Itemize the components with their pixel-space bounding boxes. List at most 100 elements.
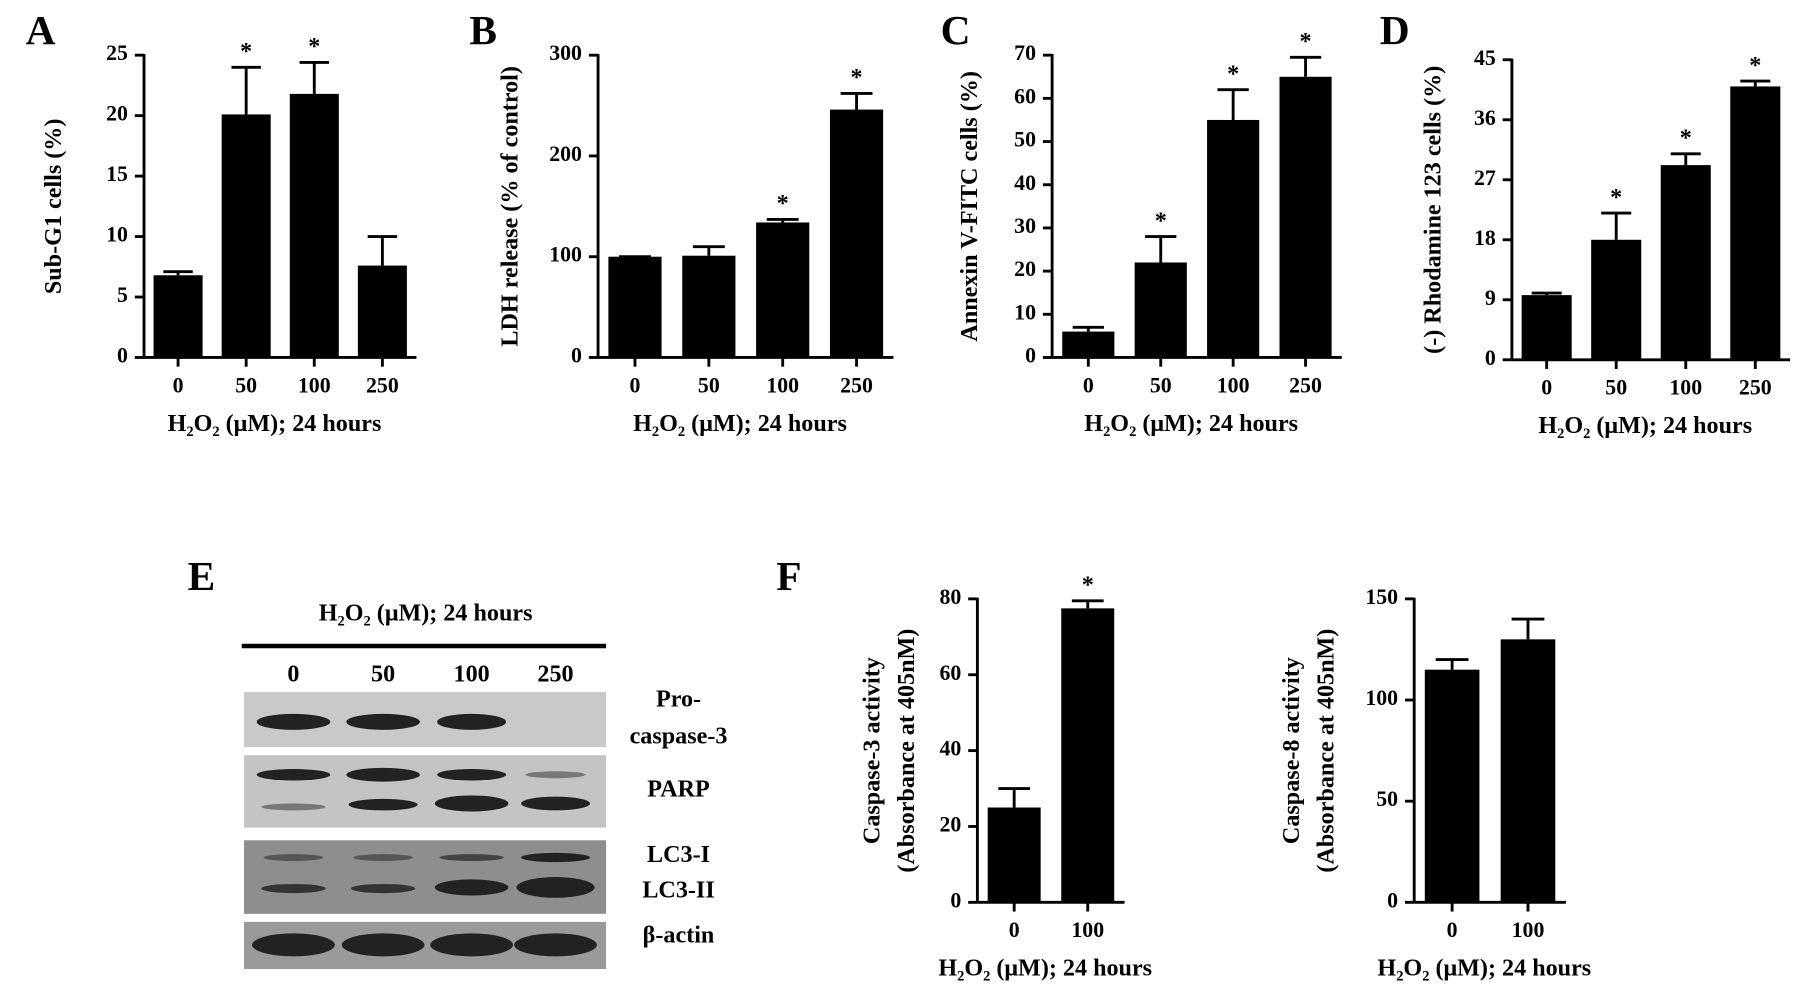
bar — [1061, 608, 1115, 903]
y-tick-label: 60 — [1014, 84, 1036, 108]
chart: Caspase-8 activity (Absorbance at 405nM) 0… — [1278, 585, 1591, 982]
x-tick-label: 0 — [1447, 918, 1458, 942]
y-axis-label: (Absorbance at 405nM) — [1313, 629, 1340, 873]
y-tick-label: 60 — [939, 661, 961, 685]
x-tick-label: 100 — [766, 373, 799, 397]
significance-mark: * — [1749, 52, 1761, 79]
panel-letter: E — [188, 553, 216, 599]
band — [261, 803, 326, 811]
bar — [829, 109, 884, 358]
significance-mark: * — [1610, 184, 1622, 211]
significance-mark: * — [1155, 207, 1167, 234]
x-axis-label: H₂O₂ (μM); 24 hours — [1084, 410, 1298, 437]
row-label: Pro- — [656, 686, 701, 713]
y-tick-label: 80 — [939, 585, 961, 609]
band — [346, 713, 420, 730]
lane-label: 250 — [537, 660, 573, 687]
x-tick-label: 100 — [298, 373, 331, 397]
bar — [289, 93, 339, 358]
blot-title: H₂O₂ (μM); 24 hours — [319, 600, 533, 627]
bar — [987, 807, 1041, 903]
significance-mark: * — [1082, 572, 1094, 599]
band — [263, 854, 324, 861]
bar — [1062, 331, 1115, 358]
band — [434, 879, 509, 896]
bar — [756, 222, 810, 358]
panel-letter: D — [1380, 7, 1410, 53]
x-tick-label: 250 — [366, 373, 399, 397]
band — [521, 852, 591, 863]
panel-letter: F — [776, 553, 801, 599]
y-tick-label: 0 — [571, 344, 582, 368]
y-tick-label: 0 — [1025, 344, 1036, 368]
row-label: β-actin — [643, 921, 715, 948]
band — [439, 854, 504, 861]
y-tick-label: 18 — [1474, 226, 1496, 250]
lane-label: 50 — [371, 660, 395, 687]
x-tick-label: 250 — [1289, 373, 1322, 397]
y-axis-label: LDH release (% of control) — [496, 66, 523, 347]
x-tick-label: 0 — [1009, 918, 1020, 942]
y-tick-label: 50 — [1376, 787, 1398, 811]
x-axis-label: H₂O₂ (μM); 24 hours — [633, 410, 847, 437]
row-label: LC3-I — [647, 841, 710, 868]
x-tick-label: 0 — [630, 373, 641, 397]
western-blot: E H₂O₂ (μM); 24 hours 0 50 100 250 — [188, 553, 728, 970]
y-tick-label: 20 — [106, 102, 128, 126]
band — [341, 933, 425, 957]
y-tick-label: 0 — [1485, 346, 1496, 370]
panel-letter: C — [941, 7, 971, 53]
y-tick-label: 70 — [1014, 41, 1036, 65]
x-tick-label: 100 — [1512, 918, 1545, 942]
band — [521, 796, 591, 811]
y-tick-label: 200 — [549, 142, 582, 166]
chart: B LDH release (% of control) 0 100 200 300 0 50… — [469, 7, 894, 437]
bar — [1660, 165, 1711, 360]
y-tick-label: 25 — [106, 41, 128, 65]
y-axis-label: Caspase-8 activity — [1278, 657, 1305, 844]
x-tick-label: 0 — [1541, 376, 1552, 400]
bar — [1207, 119, 1260, 358]
y-tick-label: 0 — [950, 888, 961, 912]
y-tick-label: 15 — [106, 162, 128, 186]
y-tick-label: 100 — [1365, 686, 1398, 710]
y-tick-label: 20 — [939, 812, 961, 836]
panel-letter: A — [26, 7, 56, 53]
x-axis-label: H₂O₂ (μM); 24 hours — [1538, 412, 1752, 439]
bar — [153, 275, 203, 358]
x-tick-label: 0 — [173, 373, 184, 397]
band — [350, 883, 416, 894]
band — [256, 769, 331, 781]
y-tick-label: 27 — [1474, 166, 1496, 190]
x-tick-label: 100 — [1669, 376, 1702, 400]
significance-mark: * — [1300, 28, 1312, 55]
significance-mark: * — [851, 64, 863, 91]
y-tick-label: 9 — [1485, 286, 1496, 310]
bar — [682, 255, 736, 358]
y-tick-label: 20 — [1014, 257, 1036, 281]
x-tick-label: 100 — [1217, 373, 1250, 397]
y-tick-label: 10 — [1014, 300, 1036, 324]
band — [437, 769, 507, 781]
bar — [1134, 262, 1187, 358]
lane-label: 100 — [454, 660, 490, 687]
bar — [1279, 76, 1332, 358]
x-tick-label: 250 — [840, 373, 873, 397]
bar — [357, 265, 407, 358]
bar — [1424, 669, 1480, 903]
band — [346, 767, 420, 782]
bar — [1591, 239, 1642, 360]
y-tick-label: 45 — [1474, 46, 1496, 70]
bar — [1500, 639, 1556, 903]
row-label: caspase-3 — [630, 722, 728, 749]
blot-strip — [244, 755, 607, 828]
lane-label: 0 — [287, 660, 299, 687]
band — [348, 798, 418, 811]
band — [525, 771, 586, 779]
y-tick-label: 0 — [117, 344, 128, 368]
band — [256, 713, 331, 730]
x-axis-label: H₂O₂ (μM); 24 hours — [1377, 955, 1591, 982]
